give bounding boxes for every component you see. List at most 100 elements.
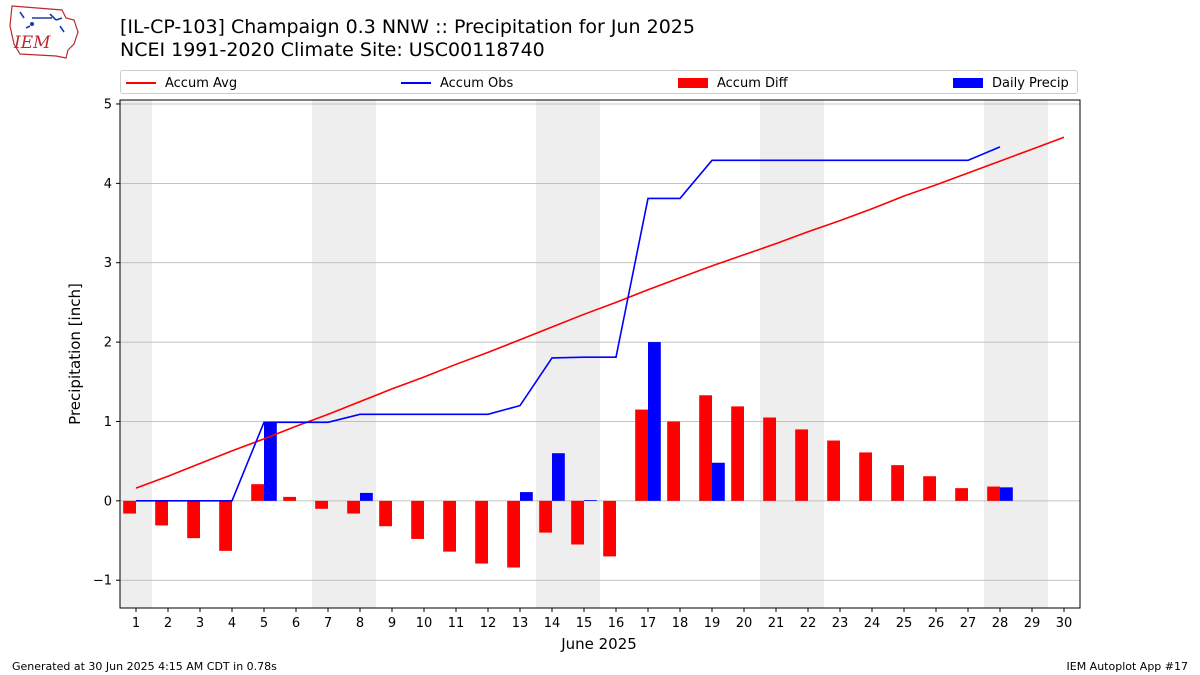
x-tick-label: 17 [640,616,657,631]
bar-accum-diff [731,406,744,501]
x-tick-label: 1 [132,616,140,631]
bar-accum-diff [571,500,584,545]
bar-accum-diff [251,484,264,501]
bar-daily-precip [712,462,725,501]
y-tick-label: 0 [104,494,112,509]
legend-item-accum-avg: Accum Avg [126,74,237,92]
x-tick-label: 20 [736,616,753,631]
y-axis-label: Precipitation [inch] [66,283,84,425]
x-tick-label: 21 [768,616,785,631]
x-tick-label: 14 [544,616,561,631]
bar-accum-diff [891,465,904,501]
bar-accum-diff [155,500,168,526]
x-tick-label: 29 [1024,616,1041,631]
x-tick-label: 6 [292,616,300,631]
legend-swatch-accum-avg [126,82,156,84]
bar-daily-precip [264,422,277,501]
x-tick-label: 10 [416,616,433,631]
bar-accum-diff [123,500,136,514]
legend-item-accum-diff: Accum Diff [678,74,788,92]
y-tick-label: 1 [104,415,112,430]
bar-accum-diff [699,395,712,501]
bar-accum-diff [827,440,840,501]
weekend-shade [120,100,152,608]
bar-daily-precip [1000,487,1013,501]
legend-label-daily-precip: Daily Precip [992,75,1069,91]
x-tick-label: 13 [512,616,529,631]
bar-daily-precip [520,492,533,501]
x-axis-label: June 2025 [560,635,637,653]
weekend-shade [760,100,824,608]
x-tick-label: 22 [800,616,817,631]
x-tick-label: 23 [832,616,849,631]
legend-item-daily-precip: Daily Precip [953,74,1069,92]
x-tick-label: 9 [388,616,396,631]
x-tick-label: 19 [704,616,721,631]
plot-frame [119,99,1081,609]
bar-accum-diff [347,500,360,514]
line-accum-avg [135,136,1065,489]
bar-accum-diff [635,409,648,501]
bar-accum-diff [763,417,776,501]
chart-title: [IL-CP-103] Champaign 0.3 NNW :: Precipi… [120,16,695,38]
grid-lines [120,103,1080,581]
chart-subtitle: NCEI 1991-2020 Climate Site: USC00118740 [120,39,545,61]
x-tick-label: 15 [576,616,593,631]
bar-daily-precip [648,342,661,501]
weekend-shade [984,100,1048,608]
y-tick-label: 5 [104,97,112,112]
x-tick-label: 27 [960,616,977,631]
bar-accum-diff [507,500,520,568]
bar-accum-diff [443,500,456,552]
bar-accum-diff [315,500,328,509]
bar-accum-diff [283,496,296,501]
x-tick-label: 25 [896,616,913,631]
x-tick-label: 11 [448,616,465,631]
weekend-shading [120,100,1048,608]
generated-text: Generated at 30 Jun 2025 4:15 AM CDT in … [12,660,277,673]
x-tick-label: 28 [992,616,1009,631]
legend-label-accum-avg: Accum Avg [165,75,238,91]
iem-logo [9,5,79,59]
bar-daily-precip [552,453,565,501]
line-accum-obs [136,146,1001,502]
x-tick-label: 12 [480,616,497,631]
bar-accum-diff [379,500,392,527]
bar-accum-diff [411,500,424,539]
legend-swatch-daily-precip [953,78,983,88]
bar-daily-precip [584,500,597,501]
bar-accum-diff [475,500,488,564]
bar-accum-diff [923,476,936,501]
legend-label-accum-obs: Accum Obs [440,75,514,91]
x-tick-label: 4 [228,616,236,631]
bars [123,342,1013,568]
bar-accum-diff [859,452,872,501]
y-tick-label: −1 [93,574,112,589]
x-tick-label: 24 [864,616,881,631]
y-tick-label: 4 [104,177,112,192]
app-label: IEM Autoplot App #17 [1066,660,1189,673]
x-tick-label: 30 [1056,616,1073,631]
x-tick-label: 5 [260,616,268,631]
bar-accum-diff [987,486,1000,501]
x-tick-label: 2 [164,616,172,631]
bar-accum-diff [603,500,616,557]
bar-accum-diff [667,421,680,501]
bar-daily-precip [360,492,373,501]
legend-swatch-accum-obs [401,82,431,84]
legend: Accum Avg Accum Obs Accum Diff Daily Pre… [120,70,1078,94]
lines [135,136,1065,502]
legend-label-accum-diff: Accum Diff [717,75,788,91]
legend-swatch-accum-diff [678,78,708,88]
x-tick-label: 26 [928,616,945,631]
bar-accum-diff [955,488,968,501]
x-tick-label: 7 [324,616,332,631]
x-tick-label: 16 [608,616,625,631]
bar-accum-diff [539,500,552,533]
y-tick-label: 3 [104,256,112,271]
y-tick-label: 2 [104,336,112,351]
weekend-shade [312,100,376,608]
bar-accum-diff [187,500,200,539]
